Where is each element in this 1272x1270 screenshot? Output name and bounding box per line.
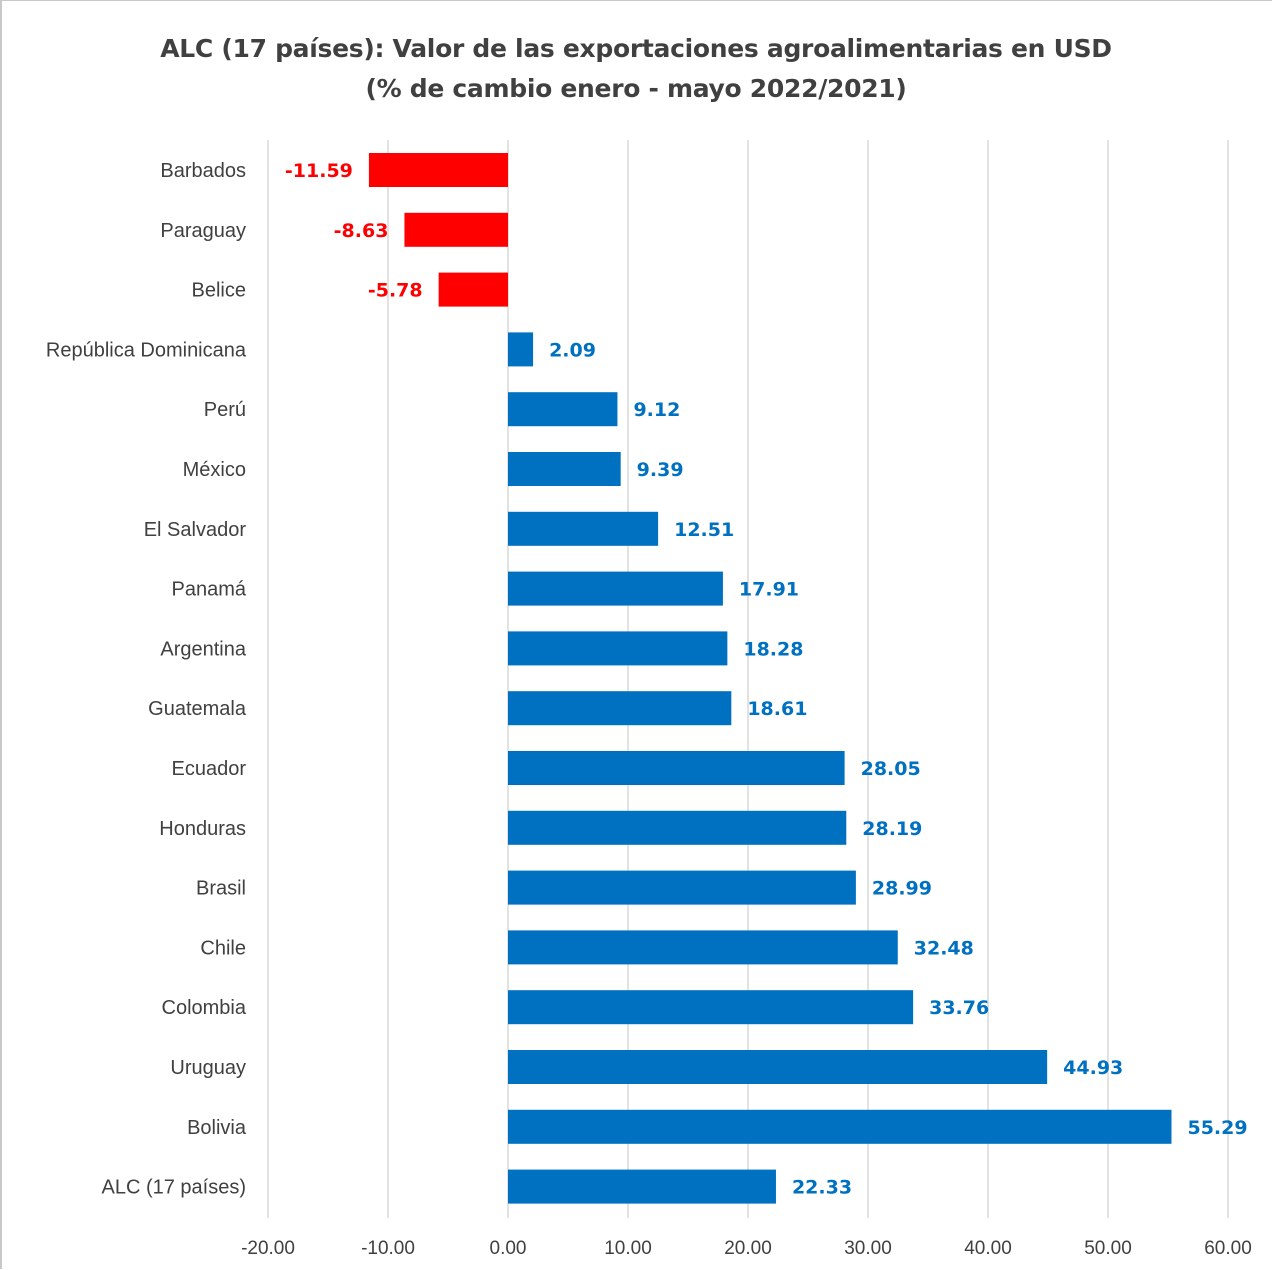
chart-title: ALC (17 países): Valor de las exportacio… [160, 34, 1112, 63]
category-label: Paraguay [160, 220, 246, 242]
x-tick-label: 30.00 [844, 1238, 892, 1259]
category-label: Perú [204, 399, 246, 421]
bar [508, 1169, 776, 1204]
bar [508, 631, 728, 666]
bar [508, 1109, 1172, 1144]
x-tick-label: 60.00 [1204, 1238, 1252, 1259]
category-label: El Salvador [144, 519, 247, 541]
category-label: República Dominicana [46, 339, 247, 361]
x-tick-label: 20.00 [724, 1238, 772, 1259]
bar [508, 392, 618, 427]
x-tick-label: 0.00 [490, 1238, 527, 1259]
category-label: ALC (17 países) [101, 1177, 246, 1199]
x-tick-label: 50.00 [1084, 1238, 1132, 1259]
bar [508, 751, 845, 785]
bar [508, 691, 732, 726]
data-label: 28.05 [861, 758, 921, 780]
x-tick-label: -10.00 [361, 1238, 415, 1259]
bar [404, 212, 508, 247]
data-label: 9.39 [637, 459, 684, 481]
category-label: Ecuador [172, 758, 247, 780]
bar [368, 153, 508, 187]
data-label: 33.76 [929, 997, 989, 1019]
bar [508, 571, 723, 606]
category-label: Guatemala [148, 698, 247, 720]
data-label: 9.12 [633, 399, 680, 421]
category-label: Uruguay [170, 1057, 246, 1079]
category-labels: Barbados Paraguay Belice República Dominica… [46, 160, 247, 1199]
data-label: 28.19 [862, 818, 922, 840]
category-label: Honduras [159, 818, 246, 840]
category-label: Argentina [160, 638, 246, 660]
data-label: 17.91 [739, 579, 799, 601]
x-tick-label: -20.00 [241, 1238, 295, 1259]
category-label: Chile [200, 937, 246, 959]
data-label: 18.61 [747, 698, 807, 720]
bar [438, 272, 508, 307]
data-label: -11.59 [285, 160, 353, 182]
category-label: México [183, 459, 246, 481]
data-label: -5.78 [368, 280, 423, 302]
data-label: 18.28 [743, 638, 803, 660]
category-label: Belice [192, 280, 246, 302]
x-tick-label: 40.00 [964, 1238, 1012, 1259]
bar [508, 870, 856, 905]
category-label: Barbados [160, 160, 246, 182]
data-label: 55.29 [1187, 1117, 1247, 1139]
data-label: 22.33 [792, 1177, 852, 1199]
data-label: -8.63 [334, 220, 389, 242]
bar [508, 332, 534, 367]
bar [508, 452, 621, 486]
bar [508, 990, 914, 1025]
data-label: 2.09 [549, 339, 596, 361]
category-label: Bolivia [187, 1117, 247, 1139]
chart-subtitle: (% de cambio enero - mayo 2022/2021) [365, 74, 907, 103]
bar [508, 930, 898, 965]
data-labels: -11.59 -8.63 -5.78 2.09 9.12 9.39 12.51 17.91 18… [285, 160, 1248, 1199]
gridlines [267, 140, 1229, 1218]
data-label: 28.99 [872, 878, 932, 900]
category-label: Panamá [172, 579, 247, 601]
bar [508, 1050, 1048, 1084]
data-label: 32.48 [914, 937, 974, 959]
category-label: Colombia [162, 997, 247, 1019]
bars [368, 153, 1172, 1204]
bar [508, 511, 659, 546]
x-tick-label: 10.00 [604, 1238, 652, 1259]
data-label: 12.51 [674, 519, 734, 541]
bar [508, 810, 847, 845]
data-label: 44.93 [1063, 1057, 1123, 1079]
x-axis-tick-labels: -20.00 -10.00 0.00 10.00 20.00 30.00 40.00 50.0… [241, 1238, 1252, 1259]
category-label: Brasil [196, 878, 246, 900]
